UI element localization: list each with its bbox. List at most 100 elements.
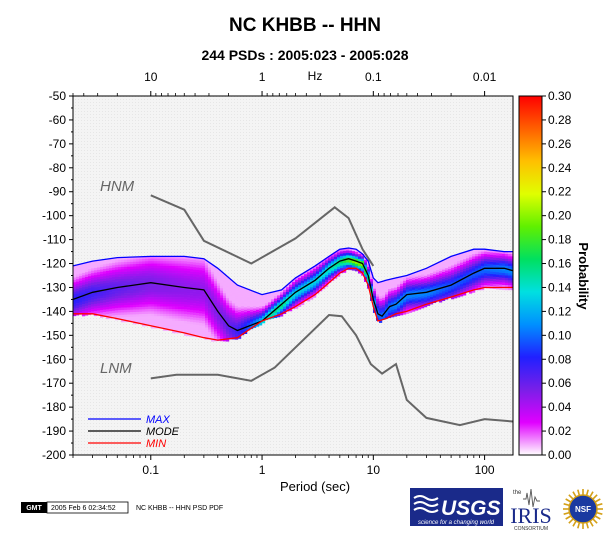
density-cell <box>238 319 242 323</box>
density-cell <box>493 264 497 268</box>
min-line <box>73 267 513 341</box>
density-cell <box>175 256 179 260</box>
density-cell <box>124 285 128 289</box>
density-cell <box>88 281 92 284</box>
density-cell <box>289 298 293 302</box>
density-cell <box>211 331 215 335</box>
density-cell <box>73 270 77 274</box>
density-cell <box>256 304 260 308</box>
density-cell <box>208 272 212 275</box>
density-cell <box>268 307 272 310</box>
density-cell <box>379 303 383 307</box>
density-cell <box>451 263 455 266</box>
density-cell <box>304 274 308 277</box>
density-cell <box>379 317 383 321</box>
density-cell <box>484 266 488 269</box>
density-cell <box>88 261 92 265</box>
density-cell <box>160 318 164 322</box>
density-cell <box>157 285 161 288</box>
density-cell <box>196 293 200 297</box>
density-cell <box>184 285 188 288</box>
density-cell <box>475 256 479 260</box>
density-cell <box>139 278 143 281</box>
density-cell <box>325 270 329 273</box>
density-cell <box>151 263 155 267</box>
density-cell <box>136 302 140 305</box>
density-cell <box>460 276 464 280</box>
x-tick-label: 100 <box>475 463 495 477</box>
density-cell <box>490 254 494 258</box>
density-cell <box>154 309 158 312</box>
density-cell <box>181 268 185 272</box>
density-cell <box>175 313 179 317</box>
density-cell <box>235 315 239 319</box>
density-cell <box>187 276 191 279</box>
density-cell <box>445 268 449 271</box>
density-cell <box>211 281 215 285</box>
density-cell <box>511 277 513 281</box>
density-cell <box>217 300 221 303</box>
density-cell <box>109 294 113 298</box>
density-cell <box>418 301 422 305</box>
density-cell <box>136 285 140 289</box>
density-cell <box>154 263 158 267</box>
density-cell <box>247 322 251 326</box>
density-cell <box>376 315 380 319</box>
density-cell <box>160 261 164 264</box>
density-cell <box>127 285 131 289</box>
density-cell <box>238 295 242 299</box>
density-cell <box>328 268 332 271</box>
density-cell <box>202 263 206 267</box>
density-cell <box>190 273 194 277</box>
density-cell <box>289 296 293 300</box>
density-cell <box>73 267 77 271</box>
density-cell <box>250 319 254 322</box>
density-cell <box>313 280 317 284</box>
density-cell <box>91 304 95 307</box>
density-cell <box>511 258 513 262</box>
density-cell <box>136 287 140 291</box>
density-cell <box>115 300 119 304</box>
density-cell <box>376 294 380 297</box>
density-cell <box>124 257 128 260</box>
density-cell <box>241 303 245 307</box>
density-cell <box>229 307 233 311</box>
nsf-ray <box>563 503 570 507</box>
density-cell <box>352 251 356 254</box>
density-cell <box>451 272 455 276</box>
density-cell <box>214 319 218 323</box>
density-cell <box>187 299 191 303</box>
density-cell <box>73 296 77 300</box>
density-cell <box>166 323 170 327</box>
density-cell <box>217 323 221 327</box>
density-cell <box>106 292 110 296</box>
density-cell <box>181 301 185 305</box>
density-cell <box>328 263 332 266</box>
density-cell <box>136 275 140 279</box>
density-cell <box>163 313 167 317</box>
density-cell <box>217 283 221 286</box>
density-cell <box>322 267 326 271</box>
density-cell <box>148 275 152 279</box>
density-cell <box>187 309 191 313</box>
density-cell <box>172 301 176 305</box>
density-cell <box>313 292 317 296</box>
density-cell <box>172 256 176 260</box>
density-cell <box>73 272 77 276</box>
colorbar-tick-label: 0.12 <box>548 304 572 318</box>
density-cell <box>115 260 119 263</box>
density-cell <box>115 298 119 302</box>
density-cell <box>196 281 200 285</box>
density-cell <box>463 283 467 286</box>
density-cell <box>151 299 155 303</box>
density-cell <box>406 308 410 312</box>
density-cell <box>130 307 134 310</box>
density-cell <box>73 306 77 309</box>
density-cell <box>232 317 236 321</box>
density-cell <box>484 280 488 284</box>
density-cell <box>244 309 248 313</box>
density-cell <box>139 268 143 272</box>
density-cell <box>223 288 227 292</box>
density-cell <box>310 289 314 293</box>
density-cell <box>235 322 239 326</box>
